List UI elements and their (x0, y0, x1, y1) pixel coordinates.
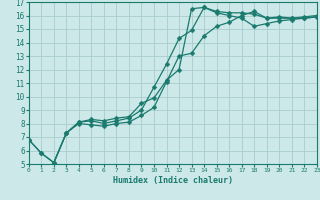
X-axis label: Humidex (Indice chaleur): Humidex (Indice chaleur) (113, 176, 233, 185)
